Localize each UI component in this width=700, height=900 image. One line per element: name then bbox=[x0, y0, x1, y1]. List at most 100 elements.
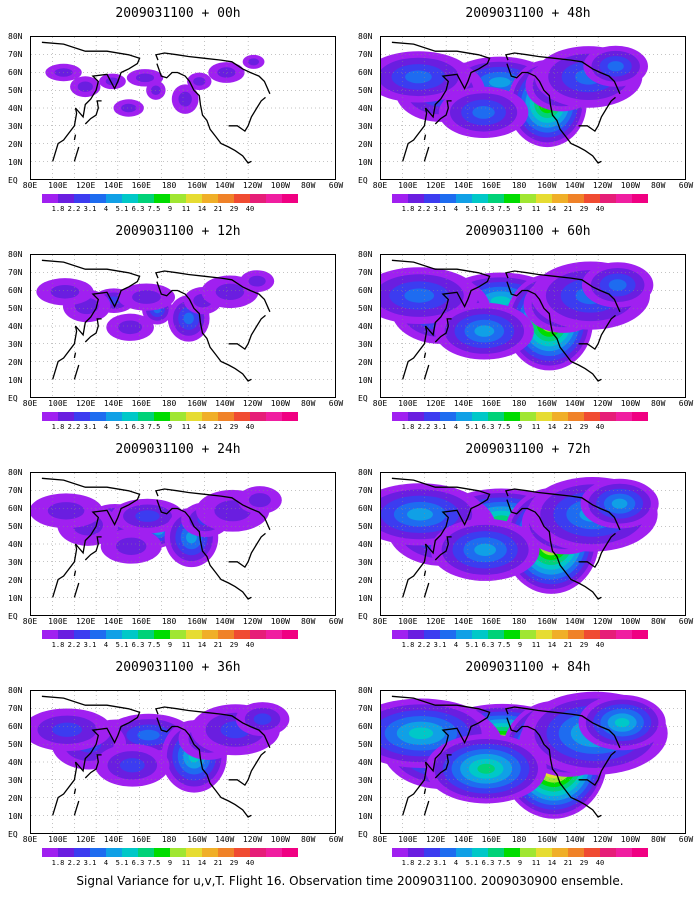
colorbar-tick-label: 5.1 bbox=[465, 205, 479, 213]
lat-label: 70N bbox=[358, 704, 373, 713]
lon-label: 160E bbox=[481, 181, 501, 190]
variance-map bbox=[380, 472, 686, 616]
lon-label: 120W bbox=[242, 399, 263, 408]
colorbar-tick-label: 29 bbox=[579, 423, 589, 431]
lon-label: 160W bbox=[187, 399, 207, 408]
coastline bbox=[505, 488, 621, 531]
lat-label: 40N bbox=[8, 758, 23, 767]
lon-label: 100W bbox=[270, 835, 290, 844]
colorbar-tick-label: 7.5 bbox=[147, 205, 161, 213]
lat-label: 50N bbox=[8, 86, 23, 95]
colorbar-swatch bbox=[456, 630, 472, 639]
variance-contour bbox=[137, 729, 160, 741]
variance-contour bbox=[611, 498, 628, 509]
colorbar-swatch bbox=[42, 848, 58, 857]
colorbar-swatch bbox=[472, 194, 488, 203]
colorbar-swatch bbox=[154, 412, 170, 421]
colorbar-tick-label: 3.1 bbox=[433, 859, 447, 867]
variance-contour bbox=[472, 106, 495, 119]
colorbar-swatch bbox=[504, 194, 520, 203]
colorbar-tick-label: 1.8 bbox=[51, 205, 65, 213]
lon-label: 160W bbox=[187, 181, 207, 190]
lon-label: 160W bbox=[537, 181, 557, 190]
lon-label: 140E bbox=[453, 835, 474, 844]
colorbar-tick-label: 40 bbox=[595, 423, 605, 431]
colorbar-swatch bbox=[632, 630, 648, 639]
variance-contour bbox=[118, 320, 143, 335]
lon-label: 100E bbox=[48, 617, 68, 626]
variance-contour bbox=[193, 77, 206, 86]
lat-label: 30N bbox=[8, 122, 23, 131]
coastline bbox=[423, 146, 430, 162]
colorbar-swatch bbox=[616, 848, 632, 857]
lon-label: 100E bbox=[48, 835, 68, 844]
lat-label: 60N bbox=[8, 286, 23, 295]
lon-label: 100E bbox=[48, 399, 68, 408]
colorbar-swatch bbox=[218, 194, 234, 203]
lon-label: 80E bbox=[22, 399, 38, 408]
colorbar-tick-label: 5.1 bbox=[115, 641, 129, 649]
coastline bbox=[156, 499, 252, 600]
lat-label: 50N bbox=[358, 522, 373, 531]
colorbar-ticks: 1.8 2.2 3.1 4 5.1 6.3 7.5 9 11 14 21 29 40 bbox=[42, 859, 314, 867]
lat-label: 50N bbox=[8, 522, 23, 531]
coastline bbox=[73, 570, 77, 577]
colorbar-swatch bbox=[472, 412, 488, 421]
colorbar-tick-label: 29 bbox=[579, 205, 589, 213]
lon-label: 80W bbox=[300, 617, 316, 626]
variance-map bbox=[30, 254, 336, 398]
coastline bbox=[578, 96, 616, 133]
colorbar-swatch bbox=[186, 412, 202, 421]
lon-label: 80W bbox=[650, 617, 666, 626]
colorbar-ticks: 1.8 2.2 3.1 4 5.1 6.3 7.5 9 11 14 21 29 40 bbox=[392, 641, 664, 649]
coastline bbox=[434, 318, 452, 343]
lon-label: 140W bbox=[565, 181, 585, 190]
colorbar-swatch bbox=[584, 630, 600, 639]
colorbar-tick-label: 11 bbox=[181, 859, 191, 867]
coastline bbox=[84, 100, 102, 125]
coastline bbox=[506, 499, 602, 600]
variance-contour bbox=[477, 763, 495, 774]
colorbar-swatch bbox=[392, 848, 408, 857]
colorbar-tick-label: 11 bbox=[531, 859, 541, 867]
colorbar-tick-label: 40 bbox=[245, 859, 255, 867]
colorbar-swatch bbox=[408, 848, 424, 857]
lat-label: 10N bbox=[8, 594, 23, 603]
colorbar-tick-label: 9 bbox=[517, 859, 523, 867]
lat-label: EQ bbox=[358, 394, 368, 403]
colorbar-swatch bbox=[424, 412, 440, 421]
colorbar-tick-label: 6.3 bbox=[131, 641, 145, 649]
lat-label: 10N bbox=[358, 158, 373, 167]
lat-label: 20N bbox=[358, 358, 373, 367]
colorbar-swatch bbox=[58, 194, 74, 203]
colorbar-swatch bbox=[440, 194, 456, 203]
coastline bbox=[41, 695, 141, 816]
colorbar bbox=[42, 630, 298, 639]
variance-map bbox=[380, 254, 686, 398]
colorbar-tick-label: 2.2 bbox=[417, 859, 431, 867]
colorbar-tick-label: 5.1 bbox=[115, 859, 129, 867]
colorbar-tick-label: 5.1 bbox=[115, 423, 129, 431]
coastline bbox=[73, 352, 77, 359]
colorbar-tick-label: 4 bbox=[453, 641, 459, 649]
variance-map bbox=[380, 36, 686, 180]
lat-label: 10N bbox=[8, 158, 23, 167]
variance-map bbox=[30, 472, 336, 616]
colorbar-swatch bbox=[170, 194, 186, 203]
lat-label: 30N bbox=[8, 340, 23, 349]
colorbar-tick-label: 7.5 bbox=[497, 205, 511, 213]
colorbar-swatch bbox=[632, 412, 648, 421]
coastline bbox=[84, 318, 102, 343]
coastline bbox=[423, 352, 427, 359]
colorbar-tick-label: 40 bbox=[245, 641, 255, 649]
coastline bbox=[228, 532, 266, 569]
coastline bbox=[578, 532, 616, 569]
lat-label: 40N bbox=[8, 322, 23, 331]
variance-contour bbox=[474, 325, 495, 337]
colorbar-swatch bbox=[520, 194, 536, 203]
lon-label: 160E bbox=[131, 617, 151, 626]
colorbar-tick-label: 29 bbox=[229, 859, 239, 867]
lon-label: 100E bbox=[48, 181, 68, 190]
colorbar bbox=[392, 848, 648, 857]
colorbar-swatch bbox=[568, 848, 584, 857]
